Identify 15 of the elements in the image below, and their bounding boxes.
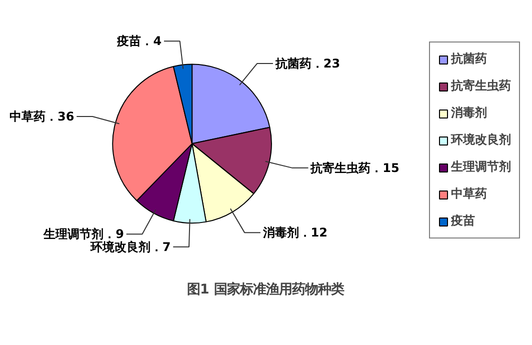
legend-label: 生理调节剂	[451, 158, 511, 176]
data-label: 生理调节剂．9	[42, 227, 124, 242]
legend-label: 抗菌药	[451, 50, 487, 68]
data-label: 中草药．36	[10, 109, 74, 124]
data-label: 抗菌药．23	[274, 56, 340, 71]
legend-label: 疫苗	[451, 212, 475, 230]
legend-label: 中草药	[451, 186, 487, 202]
legend-label: 消毒剂	[451, 104, 487, 122]
legend-label: 环境改良剂	[451, 132, 511, 148]
data-label: 疫苗．4	[116, 34, 162, 48]
data-label: 消毒剂．12	[262, 226, 328, 240]
legend-label: 抗寄生虫药	[451, 78, 511, 94]
data-label: 抗寄生虫药．15	[310, 160, 400, 175]
data-label: 环境改良剂．7	[89, 240, 171, 254]
text: 图1 国家标准渔用药物种类	[187, 282, 344, 298]
